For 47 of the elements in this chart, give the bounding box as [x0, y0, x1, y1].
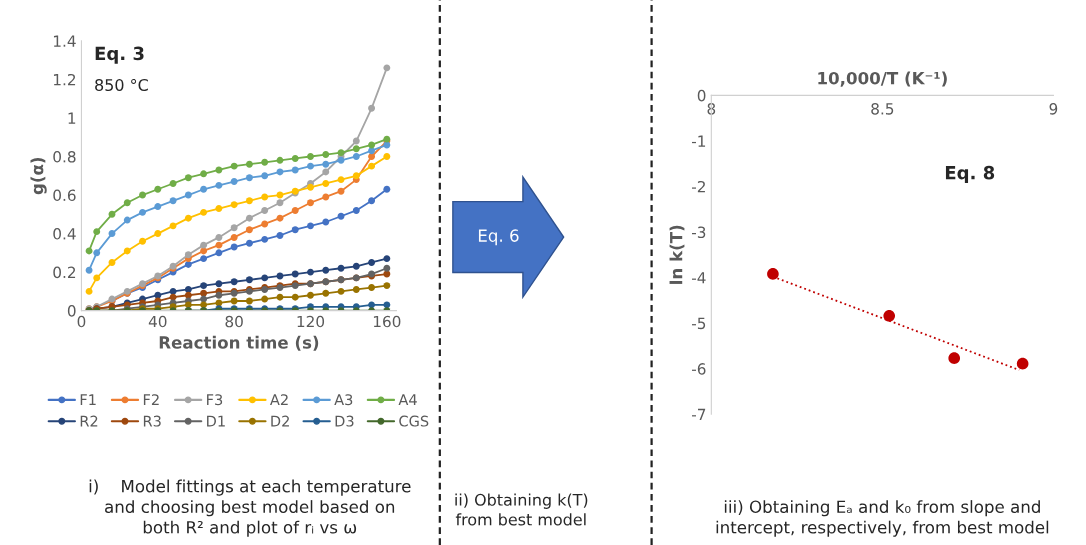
x-axis-title: 10,000/T (K⁻¹) [818, 71, 947, 87]
x-tick-label: 8 [707, 103, 716, 115]
y-tick-label: -1 [691, 135, 706, 147]
y-axis-title: ln k(T) [669, 225, 685, 284]
y-tick-label: -5 [691, 317, 706, 330]
x-tick-label: 160 [373, 315, 401, 328]
y-tick-label: 1.2 [53, 73, 76, 86]
x-axis-title: Reaction time (s) [159, 335, 319, 351]
y-tick-label: -7 [691, 408, 706, 420]
y-tick-label: 0.8 [53, 150, 76, 163]
text: Eq. 6 [478, 229, 519, 246]
x-tick-label: 80 [225, 315, 243, 328]
legend-label: F2 [143, 394, 159, 405]
text: iii) Obtaining Eₐ and k₀ from slope and intercept, respectively, from best model [716, 500, 1049, 537]
legend-label: A2 [270, 394, 288, 405]
legend-label: D2 [271, 415, 289, 427]
y-tick-label: -4 [691, 272, 706, 284]
text: i) Model fittings at each temperature and choosing best model based on both R² and plot of rᵢ vs ω [89, 479, 411, 537]
y-tick-label: 0 [67, 305, 76, 317]
y-tick-label: -6 [691, 363, 706, 375]
legend-label: F3 [207, 394, 223, 406]
x-tick-label: 9 [1049, 103, 1058, 115]
y-tick-label: 1.4 [53, 35, 76, 47]
y-tick-label: 0 [697, 89, 706, 102]
legend-label: R2 [80, 415, 98, 427]
legend-label: R3 [143, 415, 161, 427]
legend-label: F1 [80, 394, 96, 405]
annotation: Eq. 8 [945, 165, 995, 183]
annotation: Eq. 3 [95, 46, 144, 64]
y-tick-label: -2 [691, 180, 705, 193]
y-tick-label: 0.2 [53, 266, 76, 279]
y-tick-label: -3 [691, 226, 706, 239]
legend-label: D1 [207, 415, 225, 427]
x-tick-label: 120 [297, 315, 325, 328]
y-tick-label: 0.6 [53, 189, 76, 202]
x-tick-label: 40 [148, 315, 167, 328]
y-tick-label: 1 [68, 112, 76, 124]
x-tick-label: 0 [77, 315, 86, 328]
legend-label: A3 [334, 394, 353, 406]
y-tick-label: 0.4 [53, 228, 76, 240]
text: ii) Obtaining k(T) from best model [455, 493, 588, 526]
y-axis-title: g(α) [30, 157, 47, 195]
legend-label: CGS [399, 415, 429, 427]
legend-label: A4 [398, 394, 417, 405]
x-tick-label: 8.5 [871, 103, 894, 115]
annotation: 850 °C [95, 78, 148, 92]
legend-label: D3 [335, 415, 354, 427]
